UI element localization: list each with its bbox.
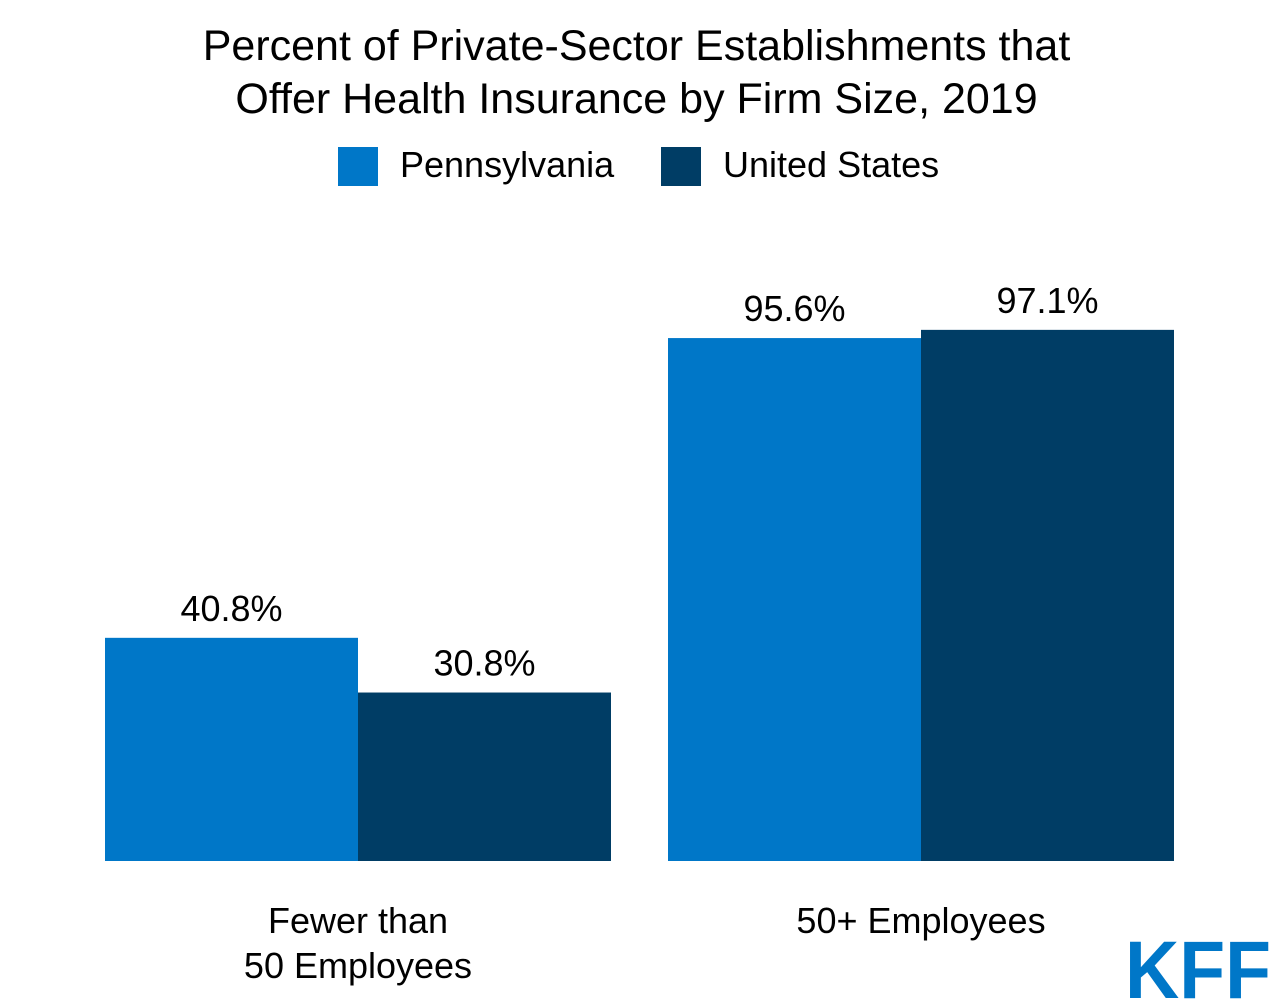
data-label-pennsylvania-50-plus: 95.6% [743,288,845,329]
x-tick-label-fewer-than-50: Fewer than 50 Employees [168,898,548,988]
data-label-united-states-50-plus: 97.1% [996,280,1098,321]
data-label-united-states-fewer-than-50: 30.8% [433,643,535,684]
chart-legend: Pennsylvania United States [0,143,1273,187]
kff-logo-text: KFF [1125,936,1271,1000]
legend-swatch-pennsylvania [338,147,378,186]
chart-title-line-2: Offer Health Insurance by Firm Size, 201… [235,75,1038,123]
chart-title: Percent of Private-Sector Establishments… [0,20,1273,126]
bar-pennsylvania-fewer-than-50 [105,637,358,861]
data-label-pennsylvania-fewer-than-50: 40.8% [180,588,282,629]
legend-label-united-states: United States [723,144,940,185]
x-tick-label-50-plus-line-1: 50+ Employees [796,900,1046,941]
x-tick-label-fewer-than-50-line-2: 50 Employees [243,945,473,986]
chart-title-line-1: Percent of Private-Sector Establishments… [202,22,1071,70]
bar-united-states-fewer-than-50 [358,692,611,861]
bar-united-states-50-plus [921,329,1174,861]
x-tick-label-fewer-than-50-line-1: Fewer than [267,900,449,941]
kff-logo: KFF [1125,936,1271,1000]
legend-swatch-united-states [661,147,701,186]
bar-pennsylvania-50-plus [668,338,921,861]
x-tick-label-50-plus: 50+ Employees [731,898,1111,943]
legend-label-pennsylvania: Pennsylvania [400,144,615,185]
